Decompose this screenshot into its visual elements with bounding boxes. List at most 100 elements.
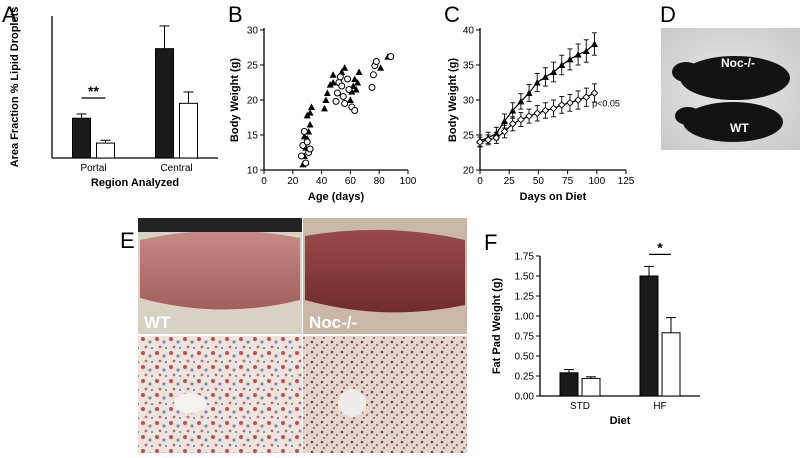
x-axis-title: Days on Diet xyxy=(520,191,587,203)
data-point-circle xyxy=(332,97,340,105)
data-point-circle xyxy=(341,100,349,107)
data-point-circle xyxy=(338,82,346,90)
data-point-triangle xyxy=(351,75,359,82)
data-point-circle xyxy=(339,93,347,100)
bar xyxy=(72,117,91,159)
data-point-diamond xyxy=(549,104,558,113)
y-tick-label: 0.00 xyxy=(515,392,535,403)
x-tick-label: Central xyxy=(160,163,192,174)
photo-d-mice: Noc-/- WT xyxy=(661,28,800,150)
data-point-circle xyxy=(303,138,311,146)
x-tick-label: 125 xyxy=(618,176,635,187)
panel-letter-e: E xyxy=(120,228,135,253)
y-tick-label: 1.25 xyxy=(515,292,535,303)
bar xyxy=(155,48,174,159)
data-point-triangle xyxy=(322,96,330,103)
photo-e-livers: WT Noc-/- xyxy=(138,218,467,453)
bar xyxy=(96,142,115,159)
photo-label-noc: Noc-/- xyxy=(721,56,755,70)
p-value-annotation: p<0.05 xyxy=(592,98,620,108)
data-point-triangle xyxy=(525,89,533,96)
y-axis-title: Fat Pad Weight (g) xyxy=(491,277,503,374)
data-point-triangle xyxy=(377,64,385,71)
panel-letter-c: C xyxy=(444,2,460,27)
data-point-circle xyxy=(333,89,341,97)
histology-noc-image xyxy=(303,336,467,453)
data-point-triangle xyxy=(346,96,354,103)
x-tick-label: 100 xyxy=(588,176,605,187)
data-point-circle xyxy=(300,128,308,135)
x-axis-title: Diet xyxy=(610,415,631,427)
panel-letter-a: A xyxy=(2,2,17,27)
y-tick-label: 30 xyxy=(463,96,475,107)
data-point-triangle xyxy=(590,40,598,47)
data-point-triangle xyxy=(338,68,346,75)
data-point-diamond xyxy=(525,112,533,120)
bar xyxy=(639,275,659,397)
data-point-triangle xyxy=(300,132,308,140)
y-tick-label: 1.50 xyxy=(515,272,535,283)
data-point-triangle xyxy=(323,89,331,96)
data-point-triangle xyxy=(355,68,363,75)
data-point-triangle xyxy=(329,79,337,86)
y-tick-label: 40 xyxy=(463,26,475,37)
photo-label-e-noc: Noc-/- xyxy=(309,313,357,332)
data-point-triangle xyxy=(306,121,314,128)
data-point-triangle xyxy=(566,55,574,63)
y-tick-label: 20 xyxy=(463,166,475,177)
x-tick-label: Portal xyxy=(80,163,106,174)
data-point-triangle xyxy=(509,107,517,114)
data-point-triangle xyxy=(352,86,360,93)
mouse-noc-body xyxy=(680,56,790,100)
y-axis-title: Body Weight (g) xyxy=(229,58,241,142)
data-point-diamond xyxy=(517,115,525,124)
series-line xyxy=(479,43,595,142)
liver-noc-image xyxy=(305,229,465,313)
y-axis-title: Body Weight (g) xyxy=(447,58,459,142)
photo-label-wt: WT xyxy=(730,121,749,135)
y-tick-label: 35 xyxy=(463,61,475,72)
panel-letter-d: D xyxy=(660,2,676,27)
data-point-circle xyxy=(369,71,377,79)
data-point-triangle xyxy=(329,71,337,78)
data-point-triangle xyxy=(320,104,328,112)
x-tick-label: STD xyxy=(570,401,590,412)
panel-letter-b: B xyxy=(228,2,243,27)
data-point-triangle xyxy=(558,61,566,68)
y-tick-label: 0.25 xyxy=(515,372,535,383)
photo-label-e-wt: WT xyxy=(144,313,171,332)
x-tick-label: 50 xyxy=(533,176,545,187)
data-point-circle xyxy=(387,53,395,61)
data-point-diamond xyxy=(476,138,484,146)
bar xyxy=(559,372,579,397)
y-tick-label: 0.50 xyxy=(515,352,535,363)
data-point-diamond xyxy=(557,101,566,109)
data-point-circle xyxy=(336,73,344,81)
data-point-triangle xyxy=(582,47,590,54)
data-point-circle xyxy=(302,159,310,167)
x-tick-label: 25 xyxy=(504,176,516,187)
data-point-triangle xyxy=(341,64,349,71)
data-point-diamond xyxy=(582,93,591,102)
data-point-circle xyxy=(351,107,359,114)
chart-a-lipid-droplets: Portal Central ** Region Analyzed Area Fract… xyxy=(9,7,218,189)
panel-letter-f: F xyxy=(484,230,497,255)
data-point-circle xyxy=(297,152,305,160)
data-point-triangle xyxy=(533,79,541,86)
x-tick-label: 80 xyxy=(374,176,386,187)
x-axis-title: Region Analyzed xyxy=(91,177,179,189)
chart-c-body-weight-diet: 20 25 30 35 40 0 25 50 75 100 125 p<0.05 Days on Die… xyxy=(447,26,635,204)
data-point-triangle xyxy=(517,97,525,105)
x-axis-title: Age (days) xyxy=(308,191,365,203)
significance-marker: * xyxy=(657,239,663,255)
data-point-triangle xyxy=(550,68,558,75)
data-point-triangle xyxy=(306,109,314,116)
significance-marker: ** xyxy=(88,83,99,99)
data-point-diamond xyxy=(508,119,517,128)
data-point-circle xyxy=(372,58,380,65)
data-point-circle xyxy=(368,83,376,91)
data-point-triangle xyxy=(354,79,362,86)
y-tick-label: 25 xyxy=(247,61,259,72)
data-point-triangle xyxy=(574,51,582,58)
